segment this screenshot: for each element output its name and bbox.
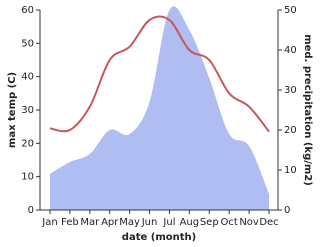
y2-tick-label: 30	[284, 85, 297, 96]
y-tick-label: 50	[21, 38, 34, 49]
x-tick-label: May	[119, 217, 140, 228]
y-tick-label: 60	[21, 5, 34, 16]
x-axis-label: date (month)	[122, 232, 196, 243]
x-tick-label: Dec	[259, 217, 278, 228]
x-tick-label: Mar	[80, 217, 100, 228]
x-tick-label: Sep	[200, 217, 219, 228]
temp-line	[49, 15, 270, 133]
x-tick-label: Jun	[141, 217, 158, 228]
y2-tick-label: 40	[284, 45, 297, 56]
y-tick-label: 10	[21, 172, 34, 183]
y2-axis-label: med. precipitation (kg/m2)	[302, 34, 313, 186]
x-tick-label: Apr	[101, 217, 119, 228]
y2-tick-label: 50	[284, 5, 297, 16]
x-tick-label: Aug	[180, 217, 200, 228]
precip-area	[50, 6, 269, 211]
y-tick-label: 40	[21, 72, 34, 83]
y2-tick-label: 10	[284, 165, 297, 176]
x-tick-label: Jul	[162, 217, 175, 228]
y-tick-label: 20	[21, 138, 34, 149]
y2-tick-label: 0	[284, 205, 290, 216]
y-tick-label: 30	[21, 105, 34, 116]
x-tick-label: Oct	[221, 217, 238, 228]
y2-tick-label: 20	[284, 125, 297, 136]
y-tick-label: 0	[28, 205, 34, 216]
y-axis-label: max temp (C)	[7, 72, 18, 148]
x-tick-label: Feb	[61, 217, 79, 228]
x-tick-label: Nov	[239, 217, 259, 228]
x-tick-label: Jan	[41, 217, 57, 228]
